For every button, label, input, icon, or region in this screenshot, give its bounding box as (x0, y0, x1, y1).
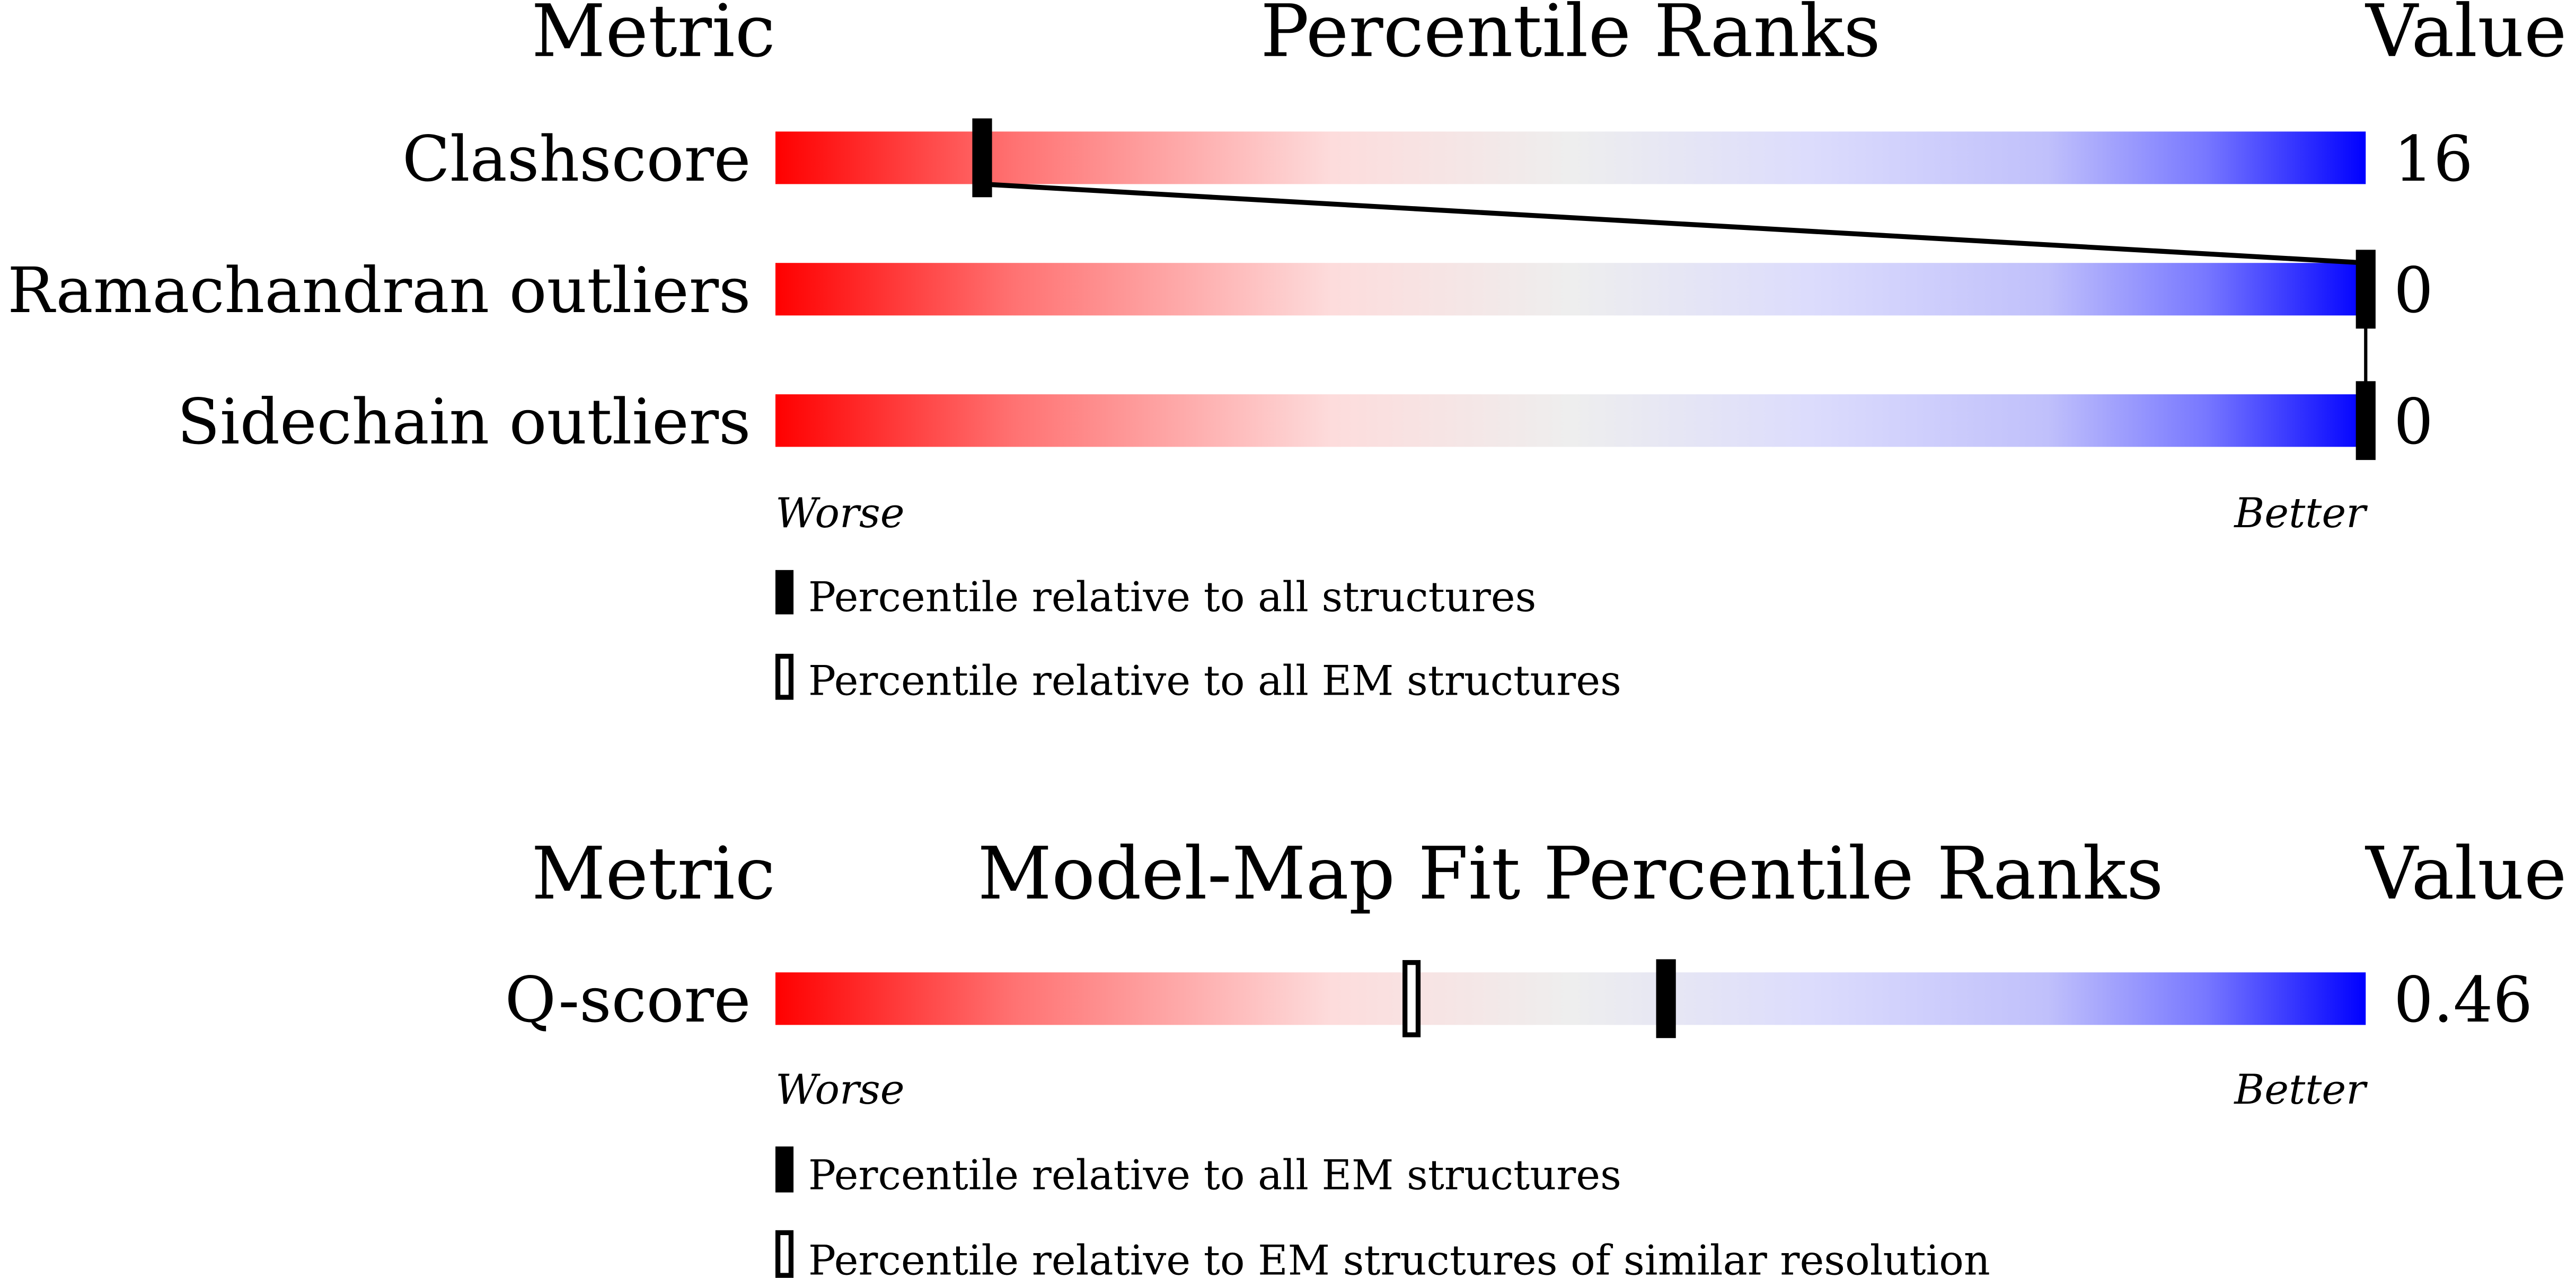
legend-filled-marker (775, 570, 794, 615)
metric-value: 0 (2394, 254, 2433, 327)
percentile-marker-filled (1656, 959, 1676, 1039)
percentile-bar (775, 394, 2366, 447)
legend-open-marker (775, 1230, 794, 1278)
metric-label: Clashscore (402, 123, 751, 196)
percentile-marker-filled (972, 118, 992, 198)
metric-value: 0 (2394, 386, 2433, 458)
metric-label: Ramachandran outliers (7, 254, 751, 327)
connector-line (982, 181, 2366, 265)
percentile-bar (775, 131, 2366, 184)
worse-label: Worse (775, 490, 905, 537)
chart-title: Model-Map Fit Percentile Ranks (977, 832, 2163, 916)
better-label: Better (2233, 1066, 2368, 1114)
legend-label: Percentile relative to all EM structures (808, 1151, 1621, 1199)
metric-value: 0.46 (2394, 964, 2533, 1036)
metric-label: Sidechain outliers (177, 386, 751, 458)
percentile-bar (775, 972, 2366, 1025)
metric-label: Q-score (505, 964, 751, 1036)
worse-label: Worse (775, 1066, 905, 1114)
legend-open-marker (775, 653, 794, 700)
legend-label: Percentile relative to EM structures of … (808, 1237, 1990, 1278)
legend-label: Percentile relative to all structures (808, 573, 1536, 621)
percentile-marker-filled (2356, 250, 2376, 329)
value-header: Value (2365, 0, 2566, 74)
percentile-marker-filled (2356, 381, 2376, 460)
percentile-bar (775, 263, 2366, 316)
metric-value: 16 (2394, 123, 2473, 196)
metric-header: Metric (532, 832, 775, 916)
value-header: Value (2365, 832, 2566, 916)
better-label: Better (2233, 490, 2368, 537)
metric-header: Metric (532, 0, 775, 74)
legend-filled-marker (775, 1146, 794, 1193)
percentile-marker-open (1402, 960, 1421, 1037)
legend-label: Percentile relative to all EM structures (808, 657, 1621, 705)
chart-title: Percentile Ranks (1260, 0, 1881, 74)
